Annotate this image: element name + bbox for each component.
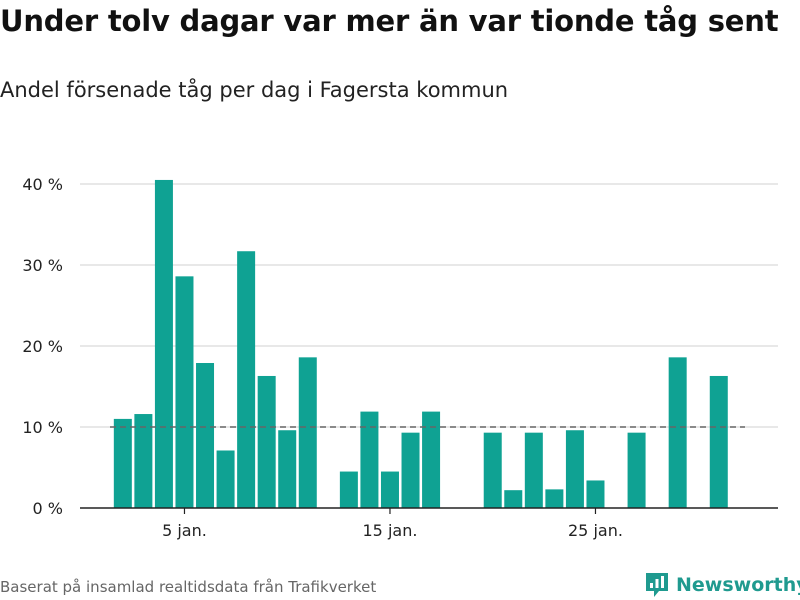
bar (339, 471, 358, 508)
source-note: Baserat på insamlad realtidsdata från Tr… (0, 578, 377, 596)
bar (257, 375, 276, 508)
y-tick-label: 40 % (22, 175, 63, 194)
bar (565, 430, 584, 508)
bar (545, 489, 564, 508)
brand-logo[interactable]: Newsworthy (644, 570, 800, 600)
y-tick-label: 30 % (22, 256, 63, 275)
bar (237, 251, 256, 509)
bar (524, 432, 543, 508)
bar (278, 430, 297, 508)
x-tick-label: 5 jan. (162, 521, 207, 540)
bar (196, 363, 215, 508)
bar (134, 414, 153, 508)
x-tick-label: 15 jan. (363, 521, 418, 540)
bar (709, 375, 728, 508)
bar (380, 471, 399, 508)
chart-subtitle: Andel försenade tåg per dag i Fagersta k… (0, 78, 509, 102)
bar (483, 432, 502, 508)
bar (360, 411, 379, 508)
bar (113, 418, 132, 508)
bar (422, 411, 441, 508)
brand-name: Newsworthy (676, 574, 800, 596)
bar (627, 432, 646, 508)
bar-chart: 0 % 10 % 20 % 30 % 40 % 5 jan. 15 jan. 25 jan. (22, 175, 778, 540)
chart-title: Under tolv dagar var mer än var tionde t… (0, 4, 779, 38)
bar (216, 450, 235, 508)
y-tick-label: 0 % (33, 499, 63, 518)
x-tick-label: 25 jan. (568, 521, 623, 540)
bar (586, 480, 605, 508)
bar (154, 179, 173, 508)
bar (401, 432, 420, 508)
y-tick-label: 20 % (22, 337, 63, 356)
bar (298, 357, 317, 508)
bar (175, 276, 194, 508)
bar (504, 490, 523, 508)
bar (668, 357, 687, 508)
newsworthy-logo-icon (646, 573, 668, 597)
y-tick-label: 10 % (22, 418, 63, 437)
